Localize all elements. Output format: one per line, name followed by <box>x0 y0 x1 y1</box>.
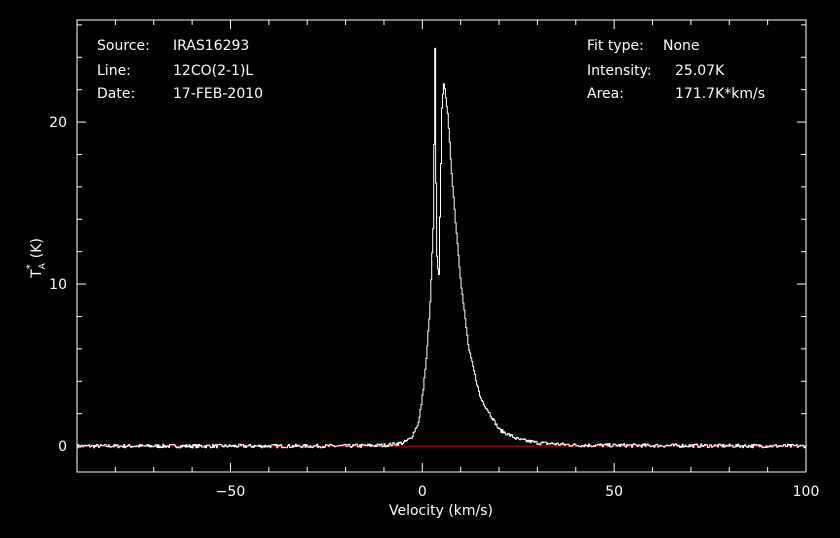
area-value: 171.7K*km/s <box>675 86 765 102</box>
x-tick-label: 50 <box>605 484 623 500</box>
svg-text:TA*(K): TA* (K) <box>25 238 48 279</box>
line-value: 12CO(2-1)L <box>173 63 253 79</box>
x-tick-label: 0 <box>418 484 427 500</box>
tick-marks <box>76 20 807 472</box>
x-tick-label: 100 <box>793 484 820 500</box>
spectrum-line <box>77 47 807 449</box>
intensity-value: 25.07K <box>675 63 725 79</box>
x-axis-label: Velocity (km/s) <box>389 503 493 519</box>
y-tick-label: 20 <box>49 115 67 131</box>
line-label: Line: <box>97 63 131 79</box>
y-axis-label-sub: A <box>38 262 48 269</box>
tick-labels: −50 0 50 100 0 10 20 <box>49 115 819 500</box>
y-axis-label: TA* (K) <box>25 238 48 279</box>
y-axis-label-sup: * <box>25 264 36 269</box>
source-label: Source: <box>97 38 150 54</box>
y-tick-label: 10 <box>49 277 67 293</box>
axes-frame <box>76 19 807 473</box>
date-value: 17-FEB-2010 <box>173 86 263 102</box>
y-tick-label: 0 <box>58 439 67 455</box>
y-axis-label-unit: (K) <box>29 238 45 258</box>
fit-type-value: None <box>663 38 700 54</box>
intensity-label: Intensity: <box>587 63 652 79</box>
area-label: Area: <box>587 86 624 102</box>
fit-type-label: Fit type: <box>587 38 644 54</box>
source-value: IRAS16293 <box>173 38 249 54</box>
y-axis-label-main: T <box>29 269 45 279</box>
date-label: Date: <box>97 86 135 102</box>
x-tick-label: −50 <box>216 484 246 500</box>
